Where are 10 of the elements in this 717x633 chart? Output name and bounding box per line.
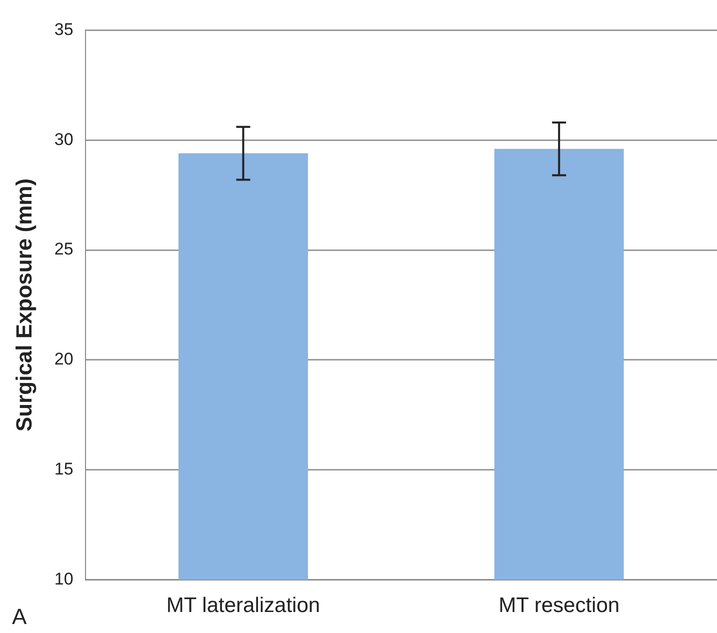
y-tick-label: 25 <box>54 240 74 259</box>
y-tick-label: 20 <box>54 350 74 369</box>
y-tick-label: 30 <box>54 130 74 149</box>
text: A <box>12 604 27 630</box>
y-tick-label: 15 <box>54 460 74 479</box>
x-tick-label: MT resection <box>498 594 620 618</box>
y-tick-label: 35 <box>54 20 74 39</box>
y-axis-title: Surgical Exposure (mm) <box>11 178 36 432</box>
y-tick-label: 10 <box>54 569 74 588</box>
x-tick-label: MT lateralization <box>166 594 320 618</box>
